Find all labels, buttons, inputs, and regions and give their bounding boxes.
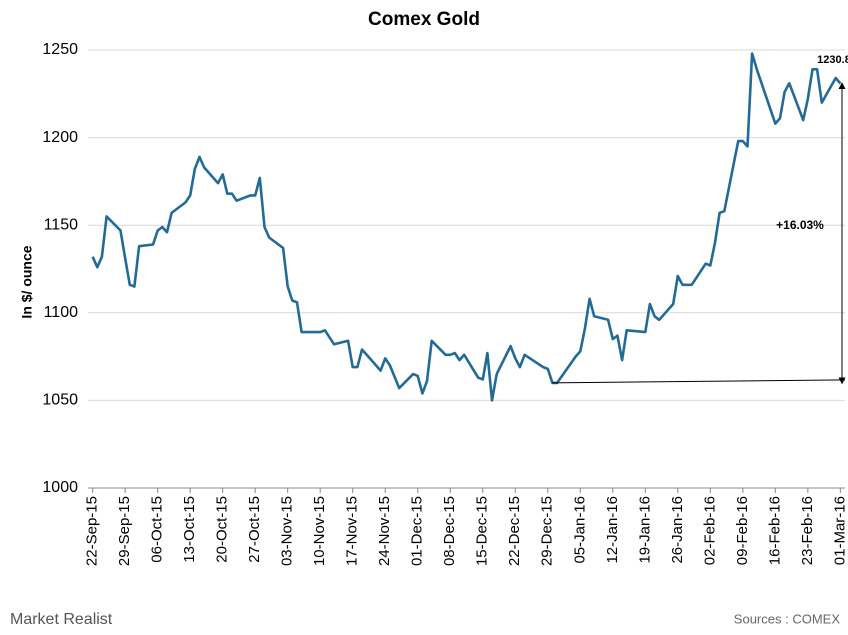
y-tick-label: 1100 (44, 304, 79, 321)
x-tick-label: 16-Feb-16 (766, 496, 783, 565)
x-tick-label: 13-Oct-15 (181, 496, 198, 563)
x-tick-label: 27-Oct-15 (246, 496, 263, 563)
x-tick-label: 20-Oct-15 (214, 496, 231, 563)
y-tick-label: 1050 (42, 392, 78, 409)
change-label: +16.03% (776, 218, 824, 232)
x-tick-label: 05-Jan-16 (571, 496, 588, 564)
x-tick-label: 06-Oct-15 (149, 496, 166, 563)
x-tick-label: 15-Dec-15 (474, 496, 491, 566)
last-price-label: 1230.8 (817, 54, 848, 66)
y-axis-label: In $/ ounce (19, 245, 35, 318)
x-tick-label: 12-Jan-16 (604, 496, 621, 564)
x-tick-label: 23-Feb-16 (799, 496, 816, 565)
y-tick-label: 1200 (42, 129, 78, 146)
x-tick-label: 29-Dec-15 (539, 496, 556, 566)
y-tick-label: 1250 (42, 41, 78, 58)
x-tick-label: 22-Dec-15 (506, 496, 523, 566)
x-tick-label: 17-Nov-15 (344, 496, 361, 566)
x-tick-label: 01-Mar-16 (831, 496, 848, 565)
x-tick-label: 10-Nov-15 (311, 496, 328, 566)
x-tick-label: 19-Jan-16 (636, 496, 653, 564)
chart-title: Comex Gold (368, 9, 480, 30)
x-tick-label: 03-Nov-15 (279, 496, 296, 566)
brand: Market Realist (10, 611, 113, 628)
x-tick-label: 08-Dec-15 (441, 496, 458, 566)
x-tick-label: 24-Nov-15 (376, 496, 393, 566)
y-tick-label: 1150 (44, 216, 79, 233)
x-tick-label: 29-Sep-15 (116, 496, 133, 566)
source: Sources : COMEX (734, 611, 841, 626)
x-tick-label: 26-Jan-16 (669, 496, 686, 564)
x-tick-label: 09-Feb-16 (734, 496, 751, 565)
price-line (91, 52, 842, 402)
x-tick-label: 02-Feb-16 (701, 496, 718, 565)
x-tick-label: 22-Sep-15 (84, 496, 101, 566)
x-tick-label: 01-Dec-15 (409, 496, 426, 566)
baseline-line (552, 379, 846, 384)
y-tick-label: 1000 (42, 479, 78, 496)
